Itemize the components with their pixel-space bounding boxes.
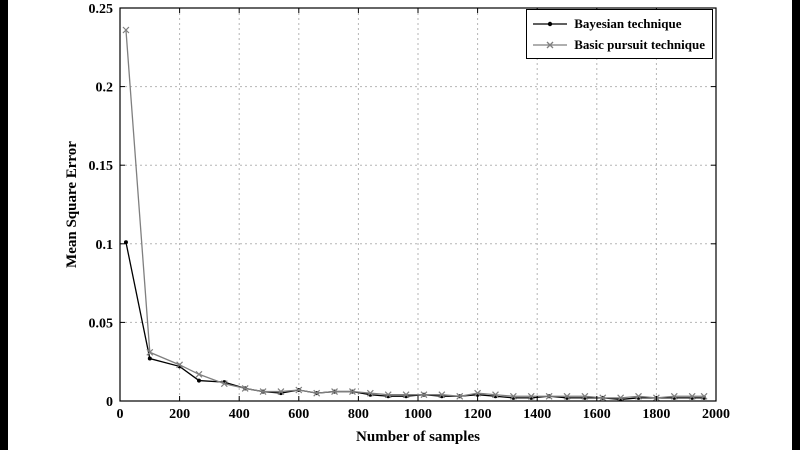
series-line-0	[125, 242, 705, 401]
marker-dot	[123, 240, 128, 245]
x-tick-label: 200	[169, 407, 190, 422]
marker-x	[545, 392, 553, 400]
marker-x	[617, 394, 625, 402]
marker-dot	[196, 378, 201, 383]
marker-x	[220, 380, 228, 388]
y-tick-label: 0.15	[89, 159, 114, 174]
marker-x	[122, 26, 130, 34]
marker-x	[599, 394, 607, 402]
marker-x	[384, 391, 392, 399]
marker-x	[366, 389, 374, 397]
marker-x	[331, 388, 338, 395]
marker-x	[295, 386, 303, 394]
marker-x	[277, 388, 285, 395]
y-tick-label: 0.25	[89, 2, 114, 17]
x-tick-label: 1400	[523, 407, 551, 422]
y-tick-label: 0.1	[96, 238, 114, 253]
marker-x	[176, 361, 184, 369]
x-tick-label: 800	[348, 407, 369, 422]
marker-x	[438, 391, 446, 399]
letterbox-right	[792, 0, 800, 450]
marker-x	[313, 389, 321, 397]
marker-x	[146, 348, 154, 356]
marker-x	[700, 392, 708, 400]
x-axis-label: Number of samples	[356, 429, 480, 445]
x-tick-label: 2000	[702, 407, 730, 422]
legend: Bayesian technique Basic pursuit techniq…	[526, 9, 713, 59]
marker-x	[474, 389, 482, 397]
marker-x	[349, 388, 356, 395]
series-line-1	[125, 29, 705, 399]
x-tick-label: 0	[117, 407, 124, 422]
marker-x	[563, 392, 571, 400]
marker-x	[492, 391, 499, 399]
basic-pursuit-line-swatch	[533, 41, 568, 48]
x-tick-label: 1600	[583, 407, 611, 422]
x-tick-label: 400	[229, 407, 250, 422]
legend-label-basic-pursuit: Basic pursuit technique	[574, 36, 705, 52]
marker-x	[259, 388, 267, 395]
legend-entry-bayesian: Bayesian technique	[531, 13, 705, 34]
bayesian-line-swatch	[533, 21, 568, 26]
y-tick-label: 0.05	[89, 316, 114, 331]
x-tick-label: 1000	[404, 407, 432, 422]
legend-entry-basic-pursuit: Basic pursuit technique	[531, 34, 705, 55]
marker-x	[527, 392, 535, 400]
marker-x	[420, 391, 428, 399]
y-axis-label: Mean Square Error	[64, 141, 80, 268]
x-tick-label: 1800	[642, 407, 670, 422]
marker-x	[688, 392, 696, 400]
marker-x	[635, 392, 642, 400]
x-tick-label: 1200	[464, 407, 492, 422]
y-tick-label: 0	[106, 395, 113, 410]
marker-x	[195, 370, 203, 378]
marker-x	[670, 392, 678, 400]
marker-x	[509, 392, 517, 400]
marker-x	[402, 391, 410, 399]
y-tick-label: 0.2	[96, 81, 114, 96]
letterbox-left	[0, 0, 8, 450]
marker-x	[456, 392, 464, 400]
marker-x	[581, 392, 589, 400]
marker-x	[241, 384, 249, 392]
marker-dot	[147, 356, 152, 361]
legend-label-bayesian: Bayesian technique	[574, 15, 682, 31]
x-tick-label: 600	[288, 407, 309, 422]
